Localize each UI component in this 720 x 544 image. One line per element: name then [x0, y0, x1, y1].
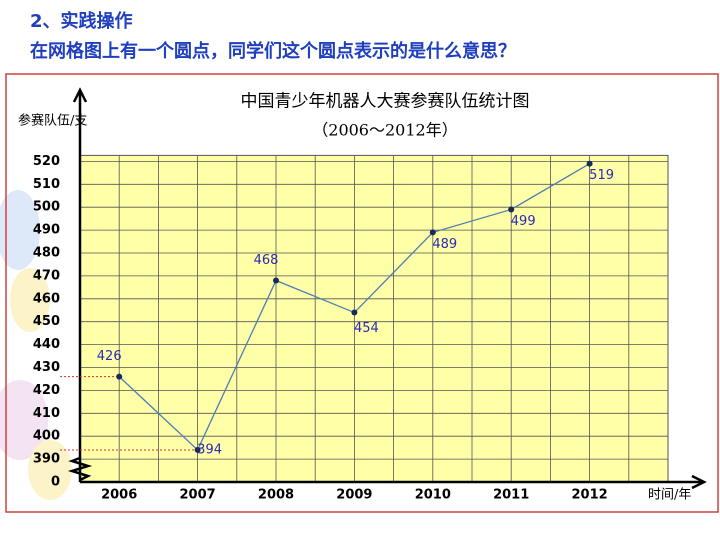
x-tick-label: 2007: [180, 488, 216, 503]
x-tick-label: 2008: [258, 488, 294, 503]
point: [429, 229, 436, 236]
y-tick-label: 430: [33, 360, 60, 375]
y-tick-label: 480: [33, 246, 60, 261]
point: [586, 160, 593, 167]
point: [508, 206, 515, 213]
data-label: 519: [589, 168, 614, 183]
decor-balloon: [0, 380, 48, 460]
x-tick-label: 2006: [101, 488, 137, 503]
frame: [5, 73, 719, 513]
x-tick-label: 2011: [493, 488, 529, 503]
decor-balloon: [28, 440, 72, 500]
point: [351, 309, 358, 316]
question: 在网格图上有一个圆点，同学们这个圆点表示的是什么意思？: [30, 40, 516, 62]
y-tick-label: 420: [33, 383, 60, 398]
y-axis-arrow: [72, 87, 88, 103]
decor-balloon: [0, 190, 40, 270]
x-axis-label: 时间/年: [648, 488, 691, 503]
plot: 0 390 400 410 420 430 440 450 460 470 480 490 500 510…: [33, 87, 707, 503]
data-label: 468: [254, 253, 279, 268]
data-label: 426: [97, 349, 122, 364]
y-tick-label: 450: [33, 314, 60, 329]
point: [116, 373, 123, 380]
data-label: 489: [432, 237, 457, 252]
data-label: 499: [511, 214, 536, 229]
y-tick-label: 0: [51, 475, 60, 490]
y-tick-label: 470: [33, 268, 60, 283]
x-tick-label: 2012: [572, 488, 608, 503]
x-axis-arrow: [691, 474, 707, 490]
point: [273, 277, 279, 284]
y-tick-label: 510: [33, 177, 60, 192]
x-tick-label: 2009: [336, 488, 372, 503]
plot-area: [79, 154, 669, 483]
chart-subtitle: （2006～2012年）: [312, 121, 457, 140]
y-tick-label: 410: [33, 406, 60, 421]
y-tick-label: 390: [33, 452, 60, 467]
y-axis-label: 参赛队伍/支: [18, 113, 87, 129]
axis-break: [67, 456, 93, 482]
y-tick-label: 520: [33, 154, 60, 169]
y-tick-label: 460: [33, 291, 60, 306]
chart-title: 中国青少年机器人大赛参赛队伍统计图: [241, 91, 530, 112]
y-tick-label: 500: [33, 200, 60, 215]
section-title: 2、实践操作: [30, 10, 133, 32]
y-tick-label: 440: [33, 337, 60, 352]
decor-balloon: [10, 268, 50, 332]
data-label: 394: [197, 442, 222, 457]
y-tick-label: 490: [33, 223, 60, 238]
point: [194, 446, 201, 453]
x-tick-label: 2010: [415, 488, 451, 503]
data-label: 454: [354, 321, 379, 336]
y-tick-label: 400: [33, 429, 60, 444]
